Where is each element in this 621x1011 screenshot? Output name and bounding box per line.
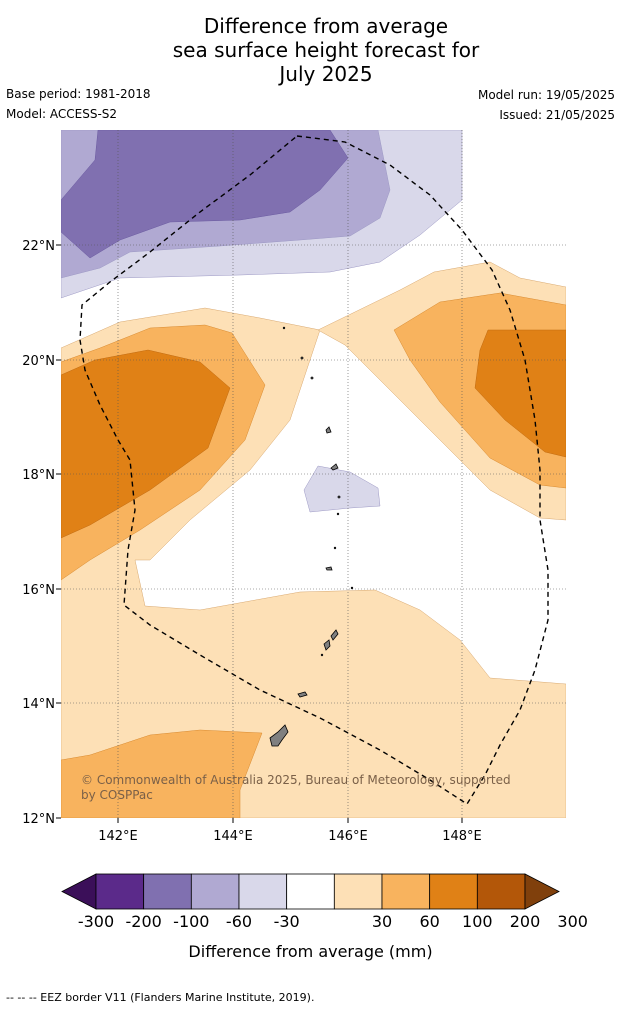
colorbar-segment	[477, 874, 525, 909]
colorbar-tick-label: 30	[372, 912, 392, 931]
colorbar-tick-label: 60	[419, 912, 439, 931]
lat-label-16n: 16°N	[22, 583, 55, 598]
lat-ticks	[56, 245, 61, 818]
colorbar: -300 -200 -100 -60 -30 30 60 100 200 300	[62, 874, 588, 931]
colorbar-tick-label: -200	[126, 912, 162, 931]
lon-label-144e: 144°E	[213, 829, 253, 844]
colorbar-segment	[430, 874, 478, 909]
island-alamagan	[338, 496, 340, 498]
lat-label-12n: 12°N	[22, 812, 55, 827]
lon-label-142e: 142°E	[98, 829, 138, 844]
colorbar-segment	[287, 874, 335, 909]
colorbar-segment	[382, 874, 430, 909]
colorbar-segment	[334, 874, 382, 909]
lon-label-148e: 148°E	[442, 829, 482, 844]
copyright-line-2: by COSPPac	[81, 788, 153, 802]
island-uracas	[301, 357, 303, 359]
colorbar-tick-label: 100	[462, 912, 493, 931]
colorbar-tick-label: -100	[173, 912, 209, 931]
lat-label-20n: 20°N	[22, 354, 55, 369]
colorbar-segment	[191, 874, 239, 909]
colorbar-segment	[239, 874, 287, 909]
colorbar-tick-label: -60	[226, 912, 252, 931]
colorbar-tick-label: -300	[78, 912, 114, 931]
island-guguan	[337, 513, 339, 515]
lon-labels: 142°E 144°E 146°E 148°E	[98, 829, 482, 844]
forecast-map: © Commonwealth of Australia 2025, Bureau…	[0, 0, 621, 1011]
lat-label-22n: 22°N	[22, 239, 55, 254]
island-maug	[311, 377, 313, 379]
colorbar-label: Difference from average (mm)	[0, 942, 621, 961]
colorbar-tick-label: 200	[510, 912, 541, 931]
colorbar-tick-label: -30	[274, 912, 300, 931]
colorbar-segment	[144, 874, 192, 909]
lat-labels: 22°N 20°N 18°N 16°N 14°N 12°N	[22, 239, 55, 827]
island-north	[283, 327, 285, 329]
colorbar-extend-low	[62, 874, 96, 909]
lat-label-18n: 18°N	[22, 468, 55, 483]
lon-label-146e: 146°E	[328, 829, 368, 844]
colorbar-extend-high	[525, 874, 559, 909]
island-aguijan	[321, 654, 323, 656]
copyright-line-1: © Commonwealth of Australia 2025, Bureau…	[81, 773, 511, 787]
eez-footnote: -- -- -- EEZ border V11 (Flanders Marine…	[6, 991, 314, 1004]
colorbar-tick-label: 300	[557, 912, 588, 931]
lon-ticks	[118, 818, 462, 823]
lat-label-14n: 14°N	[22, 697, 55, 712]
island-sarigan	[334, 547, 336, 549]
colorbar-segment	[96, 874, 144, 909]
island-anatahan	[326, 567, 332, 570]
island-farallon	[351, 587, 353, 589]
